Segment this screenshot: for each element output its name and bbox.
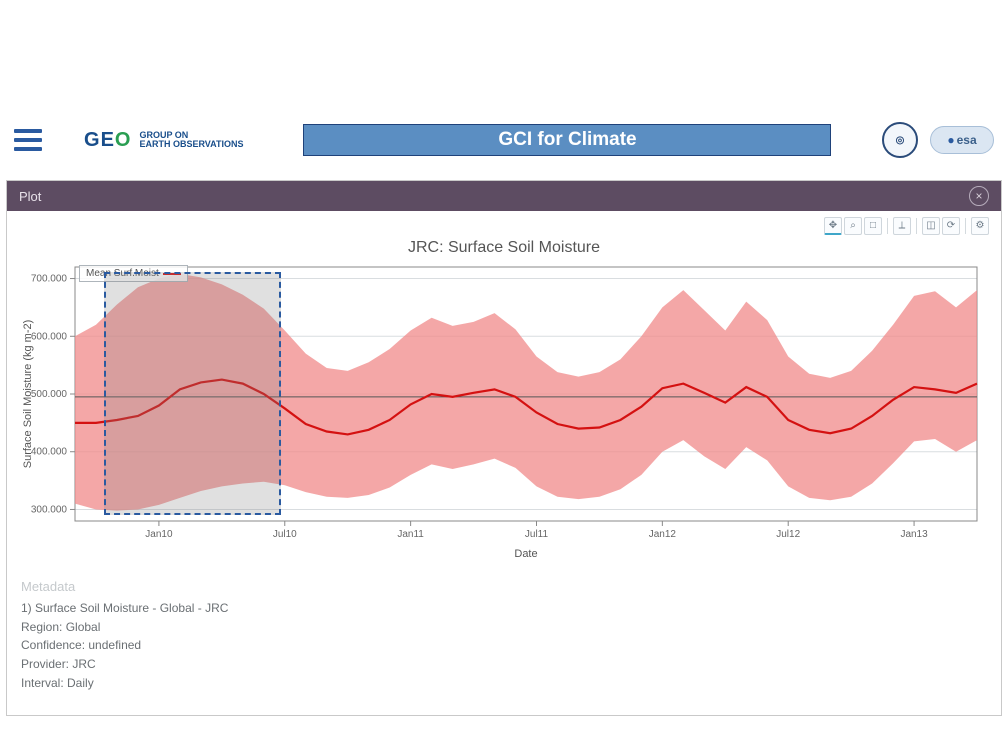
banner-text: GCI for Climate xyxy=(498,129,636,151)
meta-heading: Metadata xyxy=(21,577,987,597)
partner-icon: ◎ xyxy=(882,122,918,158)
geo-subtitle: GROUP ON EARTH OBSERVATIONS xyxy=(139,131,243,150)
chart-toolbar: ✥ ⌕ □ ⟂ ◫ ⟳ ⚙ xyxy=(7,211,1001,237)
svg-text:600.000: 600.000 xyxy=(31,331,68,342)
toolbar-sep xyxy=(916,218,917,234)
esa-text: esa xyxy=(957,133,977,147)
svg-text:Date: Date xyxy=(514,548,537,560)
chart-area: JRC: Surface Soil Moisture 300.000 400.00… xyxy=(17,237,991,567)
tool-reset-icon[interactable]: ⟳ xyxy=(942,217,960,235)
plot-title: Plot xyxy=(19,189,41,204)
tool-zoom-icon[interactable]: ⌕ xyxy=(844,217,862,235)
svg-text:Jul12: Jul12 xyxy=(776,529,800,540)
svg-text:300.000: 300.000 xyxy=(31,504,68,515)
svg-text:Jan12: Jan12 xyxy=(649,529,677,540)
legend-label: Mean Surf.Moist xyxy=(86,268,159,279)
svg-text:Surface Soil Moisture (kg m-2): Surface Soil Moisture (kg m-2) xyxy=(22,320,34,469)
svg-text:Jan11: Jan11 xyxy=(397,529,424,540)
tool-settings-icon[interactable]: ⚙ xyxy=(971,217,989,235)
meta-line-4: Provider: JRC xyxy=(21,655,987,674)
meta-line-2: Region: Global xyxy=(21,618,987,637)
svg-text:700.000: 700.000 xyxy=(31,274,68,285)
top-bar: GEO GROUP ON EARTH OBSERVATIONS GCI for … xyxy=(0,118,1008,162)
legend-line-icon xyxy=(163,273,181,275)
tool-save-icon[interactable]: ◫ xyxy=(922,217,940,235)
menu-icon[interactable] xyxy=(14,129,42,151)
legend: Mean Surf.Moist xyxy=(79,265,188,282)
tool-box-icon[interactable]: □ xyxy=(864,217,882,235)
svg-text:500.000: 500.000 xyxy=(31,389,68,400)
geo-g: G xyxy=(84,129,101,151)
meta-line-1: 1) Surface Soil Moisture - Global - JRC xyxy=(21,599,987,618)
tool-pan-icon[interactable]: ✥ xyxy=(824,217,842,235)
close-icon[interactable]: × xyxy=(969,186,989,206)
svg-text:Jul10: Jul10 xyxy=(273,529,297,540)
close-glyph: × xyxy=(975,189,982,203)
plot-header: Plot × xyxy=(7,181,1001,211)
svg-text:400.000: 400.000 xyxy=(31,447,68,458)
tool-crop-icon[interactable]: ⟂ xyxy=(893,217,911,235)
geo-logo: GEO GROUP ON EARTH OBSERVATIONS xyxy=(84,129,243,152)
geo-o: O xyxy=(115,129,132,151)
metadata-block: Metadata 1) Surface Soil Moisture - Glob… xyxy=(7,567,1001,692)
toolbar-sep xyxy=(965,218,966,234)
geo-mark: GEO xyxy=(84,129,131,152)
meta-line-3: Confidence: undefined xyxy=(21,636,987,655)
svg-text:Jan13: Jan13 xyxy=(900,529,928,540)
plot-panel: Plot × ✥ ⌕ □ ⟂ ◫ ⟳ ⚙ JRC: Surface Soil M… xyxy=(6,180,1002,716)
title-banner: GCI for Climate xyxy=(303,124,831,156)
esa-logo: ●esa xyxy=(930,126,994,154)
chart-title: JRC: Surface Soil Moisture xyxy=(17,237,991,263)
toolbar-sep xyxy=(887,218,888,234)
geo-e: E xyxy=(101,129,115,151)
svg-text:Jul11: Jul11 xyxy=(525,529,549,540)
partner-logos: ◎ ●esa xyxy=(882,122,994,158)
geo-sub-2: EARTH OBSERVATIONS xyxy=(139,140,243,149)
svg-text:Jan10: Jan10 xyxy=(145,529,173,540)
meta-line-5: Interval: Daily xyxy=(21,674,987,693)
chart-svg[interactable]: 300.000 400.000 500.000 600.000 700.000 Jan10… xyxy=(17,263,991,563)
